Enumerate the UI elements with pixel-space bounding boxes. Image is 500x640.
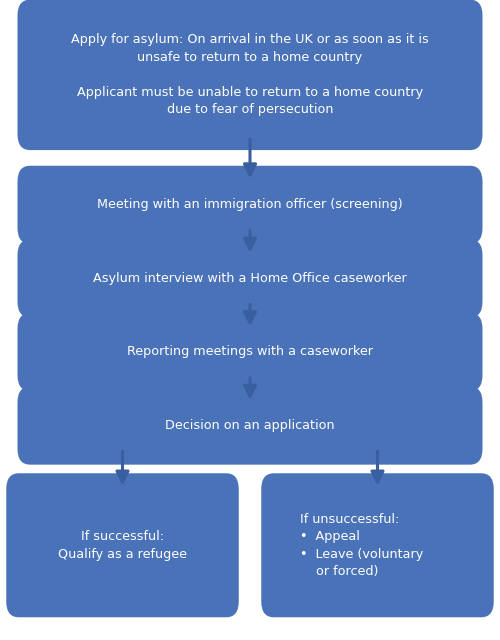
FancyBboxPatch shape <box>18 166 482 244</box>
Text: If unsuccessful:
•  Appeal
•  Leave (voluntary
    or forced): If unsuccessful: • Appeal • Leave (volun… <box>300 513 423 578</box>
Text: Meeting with an immigration officer (screening): Meeting with an immigration officer (scr… <box>97 198 403 211</box>
FancyBboxPatch shape <box>18 239 482 317</box>
FancyBboxPatch shape <box>18 0 482 150</box>
FancyBboxPatch shape <box>6 474 239 617</box>
Text: Asylum interview with a Home Office caseworker: Asylum interview with a Home Office case… <box>93 272 407 285</box>
FancyBboxPatch shape <box>18 387 482 465</box>
Text: Decision on an application: Decision on an application <box>165 419 335 432</box>
Text: If successful:
Qualify as a refugee: If successful: Qualify as a refugee <box>58 530 187 561</box>
FancyBboxPatch shape <box>18 313 482 391</box>
Text: Reporting meetings with a caseworker: Reporting meetings with a caseworker <box>127 346 373 358</box>
FancyBboxPatch shape <box>261 474 494 617</box>
Text: Apply for asylum: On arrival in the UK or as soon as it is
unsafe to return to a: Apply for asylum: On arrival in the UK o… <box>71 33 429 116</box>
